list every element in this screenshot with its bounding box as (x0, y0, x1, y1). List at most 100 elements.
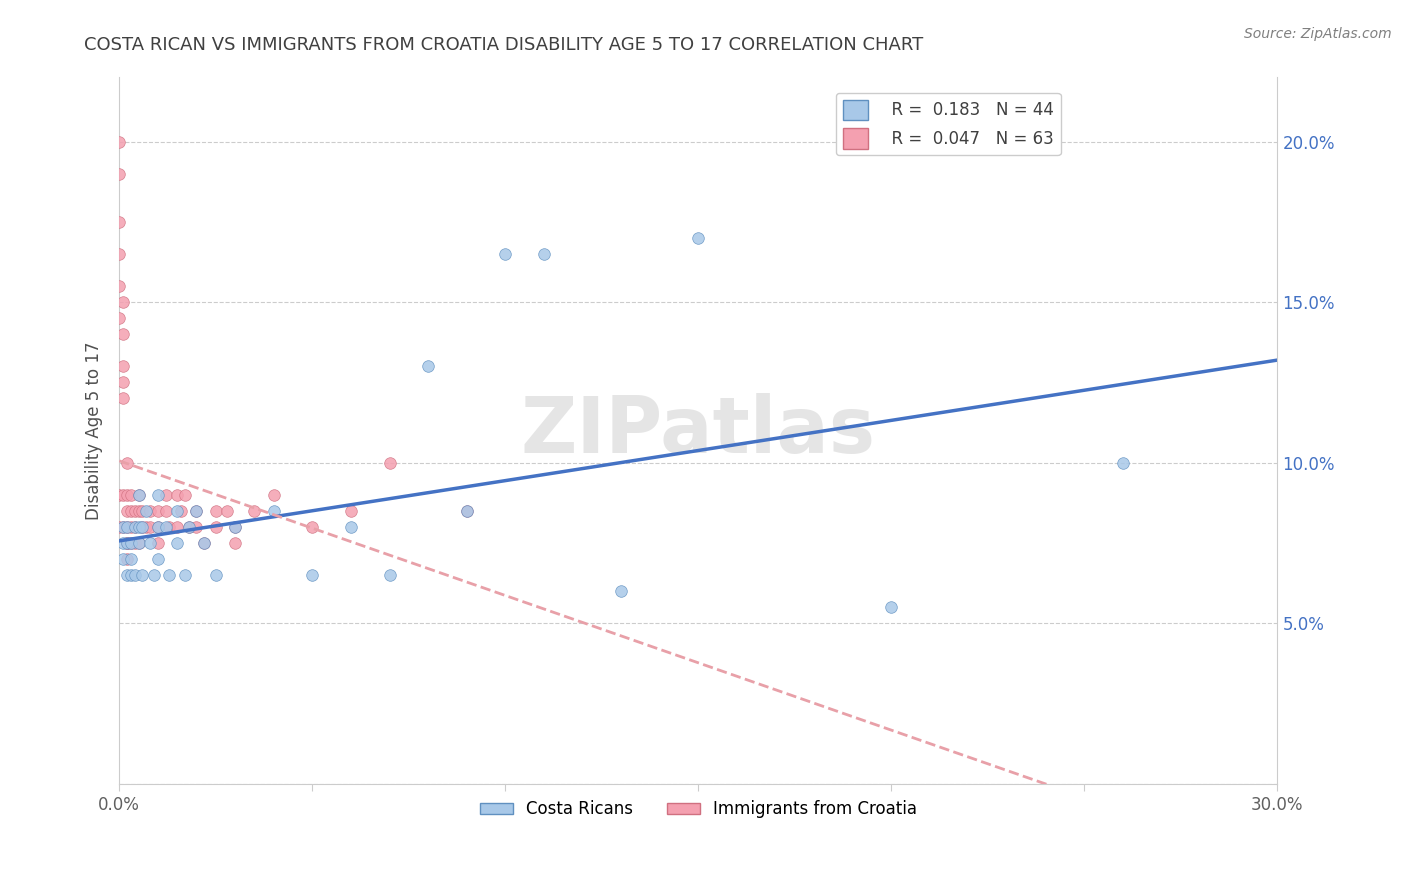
Point (135, 504, 157, 518)
Point (193, 536, 215, 550)
Point (115, 520, 138, 534)
Point (120, 520, 142, 534)
Point (120, 552, 142, 566)
Point (378, 568, 401, 582)
Point (224, 520, 246, 534)
Point (115, 488, 138, 502)
Point (112, 327, 135, 342)
Point (124, 520, 146, 534)
Point (204, 504, 226, 518)
Point (131, 520, 153, 534)
Point (112, 376, 135, 390)
Point (186, 504, 208, 518)
Point (166, 488, 188, 502)
Point (108, 488, 131, 502)
Point (177, 520, 200, 534)
Point (174, 568, 197, 582)
Point (263, 488, 285, 502)
Point (115, 536, 138, 550)
Point (880, 600, 903, 615)
Point (155, 488, 177, 502)
Point (1112, 456, 1135, 470)
Point (193, 536, 215, 550)
Point (115, 568, 138, 582)
Point (124, 504, 146, 518)
Point (146, 488, 169, 502)
Point (131, 504, 153, 518)
Point (139, 504, 162, 518)
Point (120, 504, 142, 518)
Point (146, 552, 169, 566)
Point (115, 504, 138, 518)
Point (263, 504, 285, 518)
Legend: Costa Ricans, Immigrants from Croatia: Costa Ricans, Immigrants from Croatia (472, 794, 924, 825)
Point (224, 536, 246, 550)
Point (128, 488, 150, 502)
Point (243, 504, 266, 518)
Point (108, 279, 131, 293)
Point (108, 520, 131, 534)
Point (112, 488, 135, 502)
Text: COSTA RICAN VS IMMIGRANTS FROM CROATIA DISABILITY AGE 5 TO 17 CORRELATION CHART: COSTA RICAN VS IMMIGRANTS FROM CROATIA D… (84, 36, 924, 54)
Point (112, 520, 135, 534)
Point (135, 520, 157, 534)
Point (186, 504, 208, 518)
Point (128, 520, 150, 534)
Point (186, 520, 208, 534)
Point (120, 536, 142, 550)
Point (688, 231, 710, 245)
Point (174, 488, 197, 502)
Point (128, 536, 150, 550)
Point (204, 520, 226, 534)
Point (115, 536, 138, 550)
Point (166, 536, 188, 550)
Point (217, 504, 239, 518)
Point (301, 520, 323, 534)
Point (120, 568, 142, 582)
Point (456, 504, 478, 518)
Point (115, 456, 138, 470)
Point (146, 520, 169, 534)
Point (143, 568, 166, 582)
Point (124, 520, 146, 534)
Point (139, 520, 162, 534)
Point (131, 568, 153, 582)
Point (112, 552, 135, 566)
Point (115, 520, 138, 534)
Point (155, 520, 177, 534)
Y-axis label: Disability Age 5 to 17: Disability Age 5 to 17 (86, 342, 103, 520)
Point (155, 504, 177, 518)
Text: ZIPatlas: ZIPatlas (520, 392, 876, 468)
Point (159, 568, 181, 582)
Point (128, 536, 150, 550)
Text: Source: ZipAtlas.com: Source: ZipAtlas.com (1244, 27, 1392, 41)
Point (340, 504, 363, 518)
Point (146, 536, 169, 550)
Point (494, 247, 516, 261)
Point (177, 520, 200, 534)
Point (108, 311, 131, 326)
Point (115, 536, 138, 550)
Point (112, 359, 135, 374)
Point (224, 520, 246, 534)
Point (378, 456, 401, 470)
Point (170, 504, 193, 518)
Point (112, 295, 135, 310)
Point (115, 552, 138, 566)
Point (159, 520, 181, 534)
Point (108, 247, 131, 261)
Point (120, 536, 142, 550)
Point (128, 504, 150, 518)
Point (131, 520, 153, 534)
Point (120, 488, 142, 502)
Point (204, 568, 226, 582)
Point (416, 359, 439, 374)
Point (146, 520, 169, 534)
Point (108, 215, 131, 229)
Point (108, 135, 131, 149)
Point (166, 520, 188, 534)
Point (301, 568, 323, 582)
Point (610, 584, 633, 599)
Point (533, 247, 555, 261)
Point (340, 520, 363, 534)
